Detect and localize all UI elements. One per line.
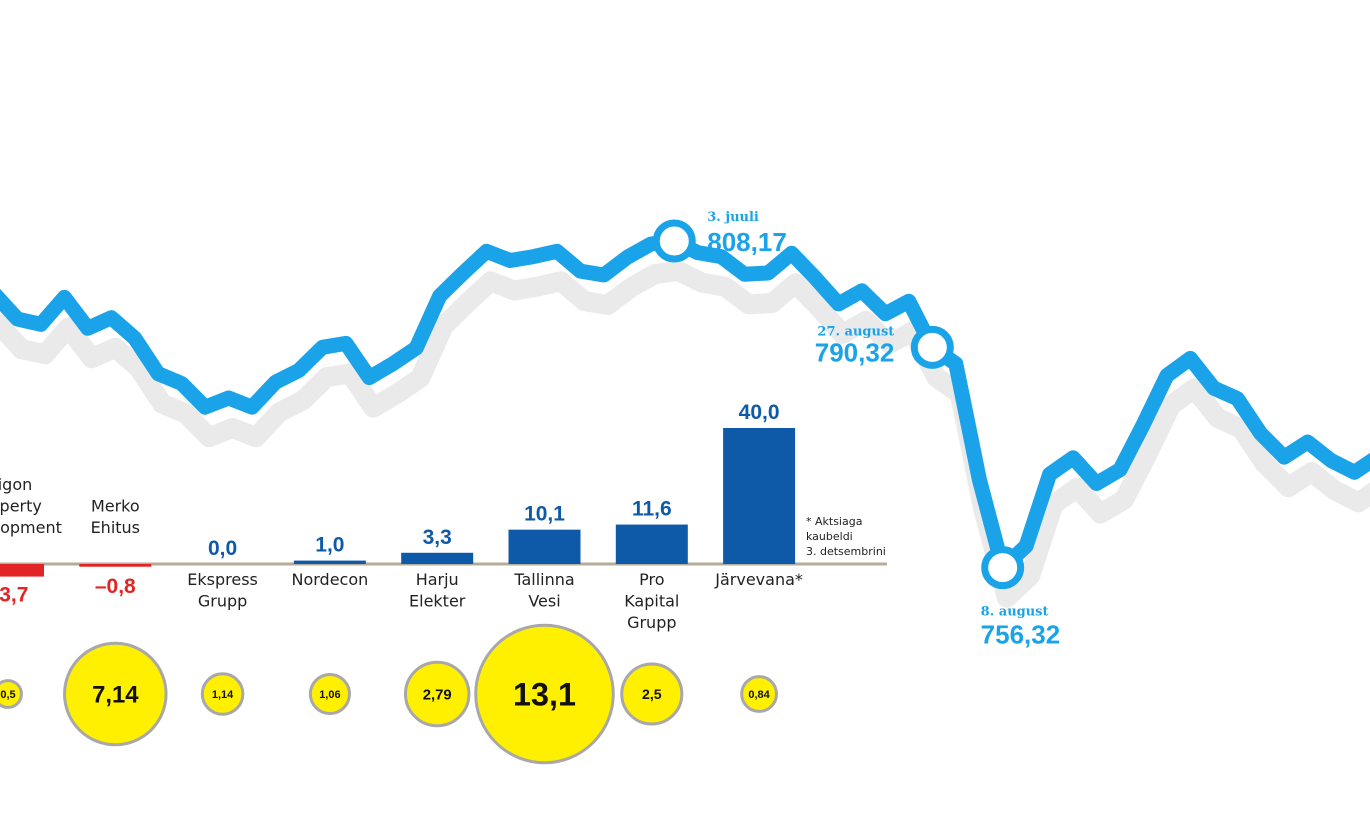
bar — [615, 524, 688, 564]
footnote-line-3: 3. detsembrini — [806, 545, 886, 558]
bar-value-label: 10,1 — [524, 503, 565, 526]
bubble — [740, 675, 779, 713]
bubble-value-label: 13,1 — [513, 677, 576, 713]
low-august-date-label: 8. august — [981, 605, 1049, 620]
peak-august-marker — [910, 325, 954, 369]
bubble-row: 0,5 7,14 1,14 1,06 2,79 13,1 2,5 0,84 — [0, 623, 779, 765]
bar — [508, 529, 581, 564]
bar-category-label: Ekspress — [187, 570, 258, 589]
peak-august-date-label: 27. august — [817, 324, 894, 339]
footnote-line-1: * Aktsiaga — [806, 515, 862, 528]
bar-value-label: –0,8 — [95, 575, 136, 598]
bar-value-label: 40,0 — [739, 401, 780, 424]
bar-category-label: Grupp — [627, 613, 676, 632]
bubble-value-label: 1,14 — [212, 689, 234, 701]
bar-category-label: Merko — [91, 497, 140, 516]
bar-value-label: 3,3 — [423, 526, 452, 549]
bar-category-label: Ehitus — [91, 518, 140, 537]
bar-category-label: Harju — [416, 570, 459, 589]
bubble-value-label: 2,5 — [642, 686, 662, 702]
bar-category-label: Trigon — [0, 475, 32, 494]
bar-category-label: Kapital — [624, 592, 679, 611]
bar-value-label: 11,6 — [632, 498, 672, 521]
bar — [79, 564, 152, 567]
bubble — [474, 623, 615, 765]
bar-category-label: Järvevana* — [714, 570, 803, 589]
bar — [0, 564, 44, 577]
bar-category-label: Vesi — [528, 592, 560, 611]
bar-value-label: 0,0 — [208, 537, 237, 560]
bubble-value-label: 7,14 — [92, 682, 139, 709]
bar — [401, 552, 474, 564]
bubble — [0, 679, 23, 709]
bubble-value-label: 0,5 — [0, 689, 15, 701]
bubble-value-label: 0,84 — [748, 689, 770, 701]
bar-category-label: Tallinna — [513, 570, 574, 589]
bar — [293, 560, 366, 564]
low-august-value-label: 756,32 — [981, 620, 1061, 650]
footnote-line-2: kaubeldi — [806, 530, 853, 543]
bar-value-label: –3,7 — [0, 584, 28, 607]
footnote: * Aktsiaga kaubeldi 3. detsembrini — [806, 515, 886, 558]
returns-bar-chart: –3,7 Trigon Property Development –0,8 Merko Eh… — [0, 401, 887, 632]
bar-category-label: Nordecon — [292, 570, 369, 589]
line-shadow — [0, 261, 1370, 608]
bar-value-label: 1,0 — [315, 534, 344, 557]
bubble-value-label: 1,06 — [319, 689, 340, 701]
bubble — [308, 672, 351, 716]
low-august-marker — [981, 546, 1025, 590]
bar-category-label: Property — [0, 497, 42, 516]
peak-july-marker — [652, 219, 696, 263]
bar-category-label: Pro — [639, 570, 664, 589]
bubble — [620, 662, 684, 726]
peak-july-value-label: 808,17 — [707, 227, 787, 257]
bar — [723, 428, 796, 564]
peak-august-value-label: 790,32 — [815, 337, 895, 367]
peak-july-date-label: 3. juuli — [707, 210, 759, 225]
bubble-value-label: 2,79 — [423, 687, 452, 703]
bubble — [403, 660, 471, 728]
bar-category-label: Elekter — [409, 592, 466, 611]
bar-category-label: Grupp — [198, 592, 247, 611]
bar-category-label: Development — [0, 518, 62, 537]
bubble — [200, 672, 245, 716]
bubble — [63, 641, 168, 747]
